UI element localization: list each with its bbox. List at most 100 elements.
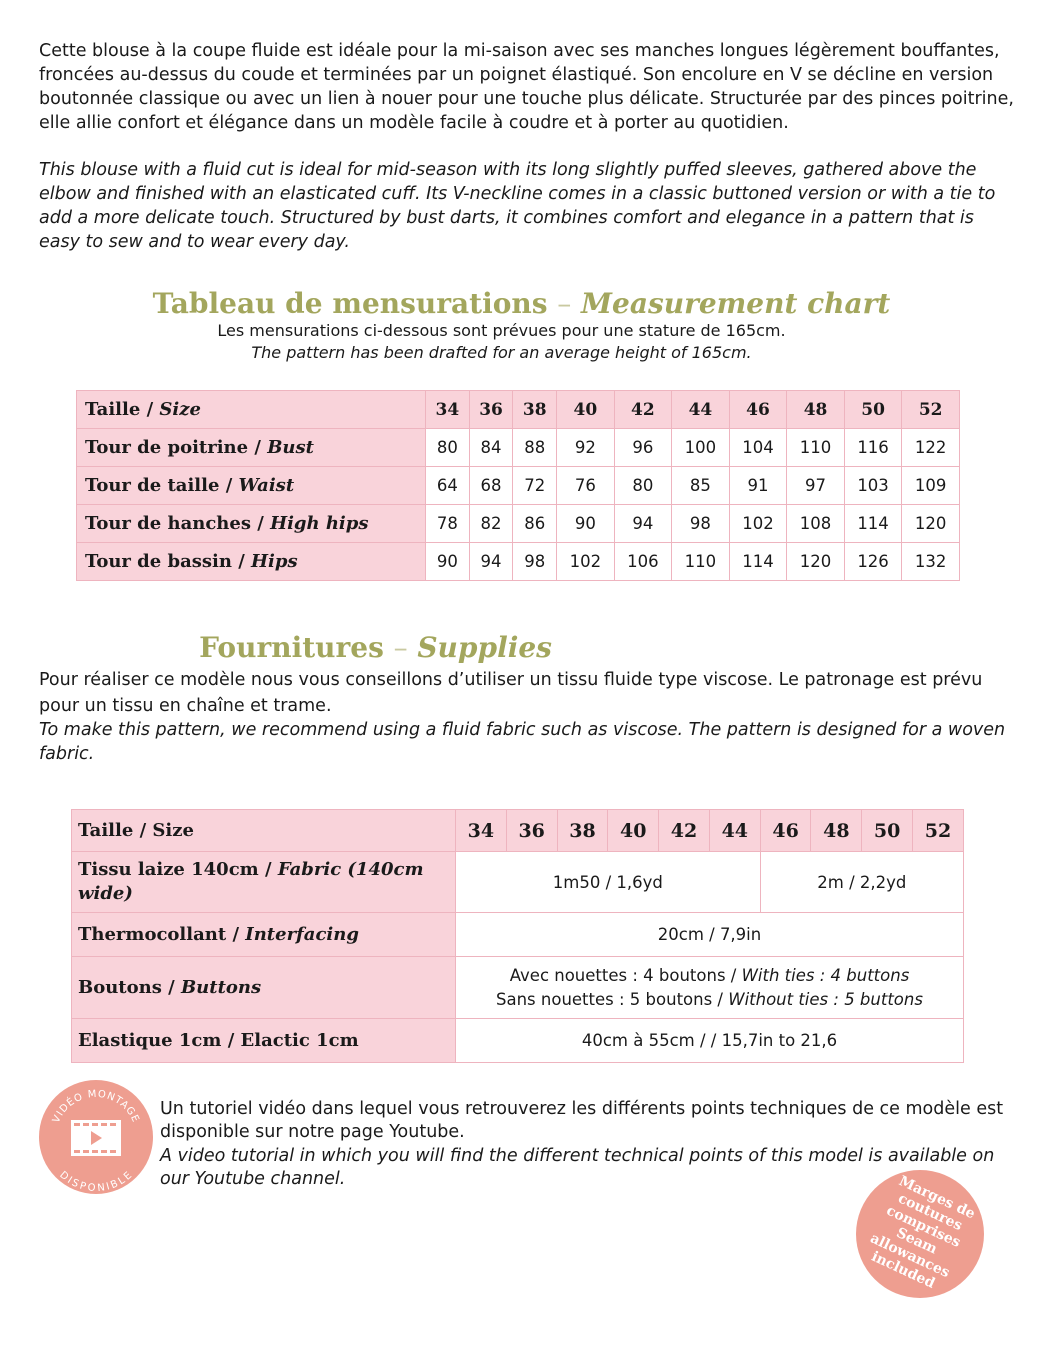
fabric-small: 1m50 / 1,6yd [455,851,761,913]
value-cell: 64 [425,466,470,505]
value-cell: 78 [425,504,470,543]
size-cell: 42 [658,809,710,852]
title-en: Measurement chart [581,287,891,320]
seam-allowance-badge: Marges de coutures comprises Seam allowa… [856,1170,984,1298]
size-cell: 40 [607,809,660,852]
value-cell: 100 [671,428,730,467]
value-cell: 120 [901,504,960,543]
fabric-label: Tissu laize 140cm / Fabric (140cm wide) [71,851,456,913]
svg-text:VIDÉO MONTAGE: VIDÉO MONTAGE [51,1089,141,1125]
value-cell: 92 [556,428,615,467]
seam-badge-text: Marges de coutures comprises Seam allowa… [867,1173,978,1292]
value-cell: 76 [556,466,615,505]
value-cell: 68 [468,466,514,505]
value-cell: 98 [512,542,558,581]
interfacing-value: 20cm / 7,9in [455,912,964,957]
value-cell: 96 [613,428,673,467]
value-cell: 116 [843,428,903,467]
title-sep: – [393,631,408,664]
value-cell: 84 [468,428,514,467]
size-cell: 38 [512,390,558,429]
supplies-table: Taille / Size 34 36 38 40 42 44 46 48 50 52 Tissu … [71,809,965,1063]
title-sep: – [557,287,572,320]
video-text-en: A video tutorial in which you will find … [160,1146,995,1189]
row-label: Tour de poitrine / Bust [76,428,426,467]
size-cell: 46 [759,809,812,852]
value-cell: 114 [728,542,788,581]
value-cell: 114 [843,504,903,543]
size-cell: 34 [425,390,470,429]
value-cell: 98 [671,504,730,543]
table-header-row: Taille / Size 34 36 38 40 42 44 46 48 50 52 [76,390,960,429]
title-en: Supplies [417,631,552,664]
row-label: Tour de bassin / Hips [76,542,426,581]
elastic-label: Elastique 1cm / Elactic 1cm [71,1018,456,1063]
title-fr: Fournitures [199,631,384,664]
value-cell: 106 [613,542,673,581]
row-label: Tour de hanches / High hips [76,504,426,543]
size-cell: 36 [468,390,514,429]
supplies-text-fr: Pour réaliser ce modèle nous vous consei… [39,670,983,716]
video-badge[interactable]: VIDÉO MONTAGE DISPONIBLE [39,1080,153,1194]
value-cell: 90 [556,504,615,543]
size-cell: 52 [912,809,964,852]
table-row: Tour de bassin / Hips 90 94 98 102 106 110 114 1… [76,542,960,581]
buttons-label: Boutons / Buttons [71,956,456,1019]
intro-en: This blouse with a fluid cut is ideal fo… [39,160,996,252]
value-cell: 97 [786,466,845,505]
supplies-text-en: To make this pattern, we recommend using… [39,720,1006,764]
size-cell: 38 [556,809,609,852]
size-cell: 42 [613,390,673,429]
value-cell: 80 [425,428,470,467]
intro-fr: Cette blouse à la coupe fluide est idéal… [39,41,1014,133]
size-cell: 44 [671,390,730,429]
table-row: Tour de poitrine / Bust 80 84 88 92 96 100 104 1… [76,428,960,467]
value-cell: 132 [901,542,960,581]
size-cell: 40 [556,390,615,429]
measure-note-fr: Les mensurations ci-dessous sont prévues… [217,321,786,340]
supplies-title: Fournitures – Supplies [0,631,897,664]
value-cell: 122 [901,428,960,467]
table-row: Tour de hanches / High hips 78 82 86 90 94 98 1… [76,504,960,543]
value-cell: 102 [556,542,615,581]
size-cell: 50 [861,809,914,852]
size-cell: 46 [728,390,788,429]
value-cell: 88 [512,428,558,467]
elastic-value: 40cm à 55cm / / 15,7in to 21,6 [455,1018,964,1063]
value-cell: 102 [728,504,788,543]
value-cell: 126 [843,542,903,581]
svg-text:DISPONIBLE: DISPONIBLE [57,1170,134,1194]
value-cell: 85 [671,466,730,505]
title-fr: Tableau de mensurations [152,287,548,320]
value-cell: 82 [468,504,514,543]
value-cell: 86 [512,504,558,543]
measure-note-en: The pattern has been drafted for an aver… [251,343,752,362]
value-cell: 90 [425,542,470,581]
measure-title: Tableau de mensurations – Measurement ch… [0,287,1043,320]
value-cell: 110 [786,428,845,467]
measurement-table: Taille / Size 34 36 38 40 42 44 46 48 50 52 Tour de… [76,390,960,581]
value-cell: 109 [901,466,960,505]
size-header: Taille / Size [71,809,456,852]
table-row: Tour de taille / Waist 64 68 72 76 80 85 91 97 10… [76,466,960,505]
value-cell: 94 [613,504,673,543]
row-label: Tour de taille / Waist [76,466,426,505]
value-cell: 91 [728,466,788,505]
size-cell: 34 [455,809,507,852]
video-text-fr: Un tutoriel vidéo dans lequel vous retro… [160,1099,1004,1142]
value-cell: 104 [728,428,788,467]
size-cell: 52 [901,390,960,429]
value-cell: 108 [786,504,845,543]
size-header: Taille / Size [76,390,426,429]
size-cell: 50 [843,390,903,429]
interfacing-label: Thermocollant / Interfacing [71,912,456,957]
value-cell: 110 [671,542,730,581]
size-cell: 36 [505,809,558,852]
value-cell: 72 [512,466,558,505]
size-cell: 48 [786,390,845,429]
value-cell: 103 [843,466,903,505]
value-cell: 120 [786,542,845,581]
value-cell: 80 [613,466,673,505]
size-cell: 48 [810,809,863,852]
